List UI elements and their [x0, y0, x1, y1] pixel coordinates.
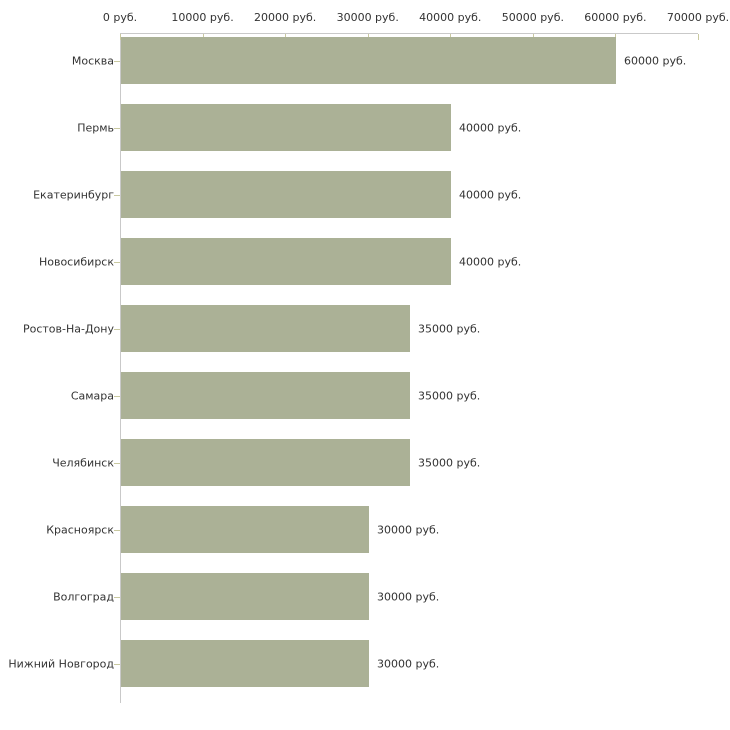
y-tick-mark: [114, 127, 120, 129]
x-tick-label: 20000 руб.: [254, 11, 317, 24]
y-tick-mark: [114, 529, 120, 531]
category-label: Ростов-На-Дону: [22, 322, 114, 335]
bar-value-label: 35000 руб.: [418, 456, 481, 469]
bar-1: [121, 104, 451, 151]
y-tick-mark: [114, 194, 120, 196]
bar-value-label: 35000 руб.: [418, 322, 481, 335]
bar-value-label: 60000 руб.: [624, 54, 687, 67]
category-label: Волгоград: [53, 590, 114, 603]
bar-value-label: 30000 руб.: [377, 523, 440, 536]
bar-5: [121, 372, 410, 419]
bar-value-label: 35000 руб.: [418, 389, 481, 402]
category-label: Нижний Новгород: [8, 657, 114, 670]
x-tick-label: 10000 руб.: [171, 11, 234, 24]
category-label: Новосибирск: [38, 255, 114, 268]
bar-7: [121, 506, 369, 553]
category-label: Екатеринбург: [33, 188, 114, 201]
x-tick-label: 30000 руб.: [336, 11, 399, 24]
x-tick-mark: [120, 34, 121, 40]
x-tick-label: 0 руб.: [102, 11, 138, 24]
y-tick-mark: [114, 60, 120, 62]
bar-6: [121, 439, 410, 486]
bar-value-label: 30000 руб.: [377, 657, 440, 670]
y-tick-mark: [114, 462, 120, 464]
x-tick-label: 50000 руб.: [501, 11, 564, 24]
x-tick-mark: [698, 34, 699, 40]
bar-value-label: 30000 руб.: [377, 590, 440, 603]
bar-value-label: 40000 руб.: [459, 121, 522, 134]
category-label: Красноярск: [46, 523, 114, 536]
y-tick-mark: [114, 261, 120, 263]
y-tick-mark: [114, 328, 120, 330]
bar-value-label: 40000 руб.: [459, 255, 522, 268]
category-label: Москва: [71, 54, 114, 67]
bar-2: [121, 171, 451, 218]
bar-4: [121, 305, 410, 352]
bar-9: [121, 640, 369, 687]
x-axis-line: [120, 33, 698, 34]
y-axis-line: [120, 33, 121, 703]
bar-8: [121, 573, 369, 620]
x-tick-label: 40000 руб.: [419, 11, 482, 24]
bar-3: [121, 238, 451, 285]
category-label: Челябинск: [52, 456, 114, 469]
y-tick-mark: [114, 395, 120, 397]
bar-0: [121, 37, 616, 84]
y-tick-mark: [114, 663, 120, 665]
y-tick-mark: [114, 596, 120, 598]
category-label: Самара: [70, 389, 114, 402]
category-label: Пермь: [77, 121, 114, 134]
x-tick-label: 70000 руб.: [666, 11, 730, 24]
bar-value-label: 40000 руб.: [459, 188, 522, 201]
x-tick-label: 60000 руб.: [584, 11, 647, 24]
